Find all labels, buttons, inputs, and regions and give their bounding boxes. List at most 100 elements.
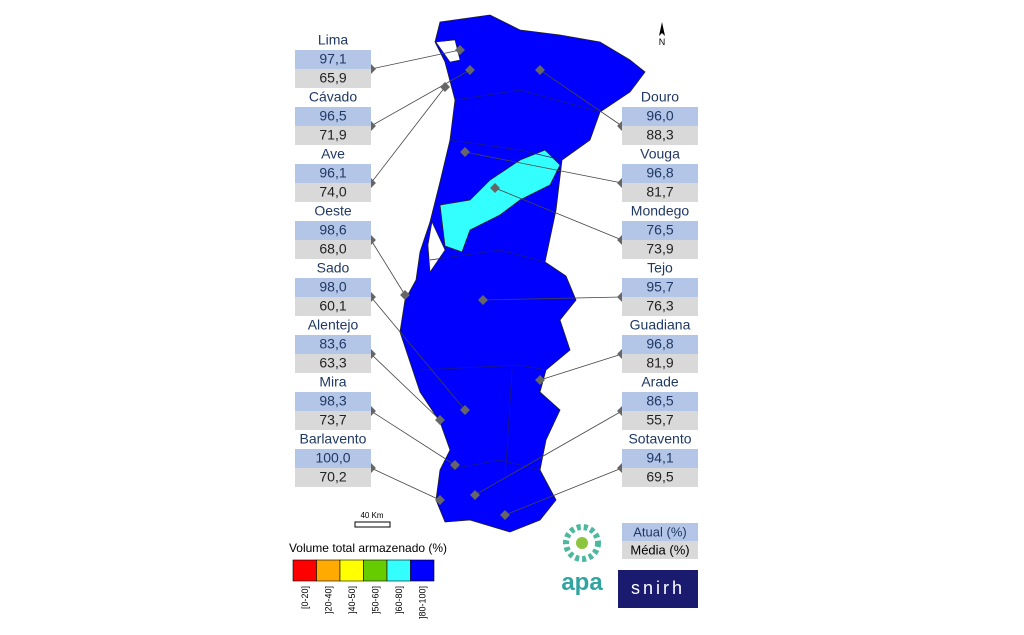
mondego-basin	[439, 149, 561, 253]
basin-box: Alentejo 83,6 63,3	[295, 317, 371, 373]
apa-logo: apa	[561, 524, 603, 596]
basin-name: Barlavento	[300, 431, 367, 447]
current-value: 96,1	[319, 165, 346, 181]
average-value: 81,7	[646, 184, 673, 200]
average-value: 70,2	[319, 469, 346, 485]
scale-label: 40 Km	[360, 511, 383, 520]
average-value: 60,1	[319, 298, 346, 314]
leader-line	[370, 86, 446, 184]
current-value: 95,7	[646, 279, 673, 295]
leader-marker	[535, 65, 545, 75]
legend-swatch	[292, 559, 317, 582]
basin-box: Cávado 96,5 71,9	[295, 89, 371, 145]
current-value: 98,0	[319, 279, 346, 295]
coast-white	[427, 39, 461, 273]
current-bg	[295, 107, 371, 126]
basin-box: Barlavento 100,0 70,2	[295, 431, 371, 487]
legend-label: ]20-40]	[324, 586, 334, 614]
current-bg	[295, 392, 371, 411]
basin-box: Ave 96,1 74,0	[295, 146, 371, 202]
legend-label: ]60-80]	[394, 586, 404, 614]
legend-swatch	[339, 559, 364, 582]
basin-name: Mira	[319, 374, 346, 390]
legend-label: ]80-100]	[418, 586, 428, 619]
basin-box: Sado 98,0 60,1	[295, 260, 371, 316]
legend-swatch	[410, 559, 435, 582]
leader-line	[370, 69, 471, 127]
leader-marker	[490, 183, 500, 193]
average-bg	[295, 183, 371, 202]
average-bg	[295, 240, 371, 259]
basin-box: Sotavento 94,1 69,5	[622, 431, 698, 487]
leader-line	[370, 467, 441, 501]
current-value: 96,5	[319, 108, 346, 124]
average-bg	[295, 126, 371, 145]
average-bg	[622, 411, 698, 430]
average-value: 69,5	[646, 469, 673, 485]
snirh-logo	[618, 570, 698, 608]
leader-marker	[460, 147, 470, 157]
basin-name: Cávado	[309, 89, 357, 105]
leader-line	[464, 151, 623, 184]
current-value: 100,0	[315, 450, 350, 466]
basin-borders	[419, 89, 601, 481]
leader-marker	[450, 460, 460, 470]
average-bg	[295, 411, 371, 430]
basin-box: Douro 96,0 88,3	[622, 89, 698, 145]
average-value: 71,9	[319, 127, 346, 143]
current-value: 94,1	[646, 450, 673, 466]
leader-marker	[435, 415, 445, 425]
current-bg	[622, 278, 698, 297]
compass-arrow	[659, 22, 665, 36]
average-bg	[622, 354, 698, 373]
leader-line	[370, 296, 466, 411]
average-bg	[622, 183, 698, 202]
average-bg	[622, 468, 698, 487]
current-bg	[295, 449, 371, 468]
current-bg	[622, 392, 698, 411]
key-average: Média (%)	[630, 542, 689, 557]
leader-marker	[440, 82, 450, 92]
current-bg	[295, 278, 371, 297]
key-current-bg	[622, 523, 698, 541]
basin-name: Lima	[318, 32, 349, 48]
leader-line	[504, 467, 623, 516]
average-value: 76,3	[646, 298, 673, 314]
average-value: 88,3	[646, 127, 673, 143]
leader-line	[482, 296, 623, 301]
average-bg	[622, 126, 698, 145]
average-bg	[622, 240, 698, 259]
current-bg	[295, 221, 371, 240]
legend-swatch	[386, 559, 411, 582]
average-value: 74,0	[319, 184, 346, 200]
leader-line	[539, 69, 623, 127]
leader-line	[474, 410, 623, 496]
basin-name: Arade	[641, 374, 679, 390]
average-value: 73,7	[319, 412, 346, 428]
average-value: 55,7	[646, 412, 673, 428]
current-value: 98,3	[319, 393, 346, 409]
key-current: Atual (%)	[633, 524, 686, 539]
leader-line	[370, 353, 441, 421]
leader-marker	[535, 375, 545, 385]
current-bg	[622, 449, 698, 468]
basin-box: Guadiana 96,8 81,9	[622, 317, 698, 373]
basin-box: Tejo 95,7 76,3	[622, 260, 698, 316]
current-value: 96,8	[646, 336, 673, 352]
leader-marker	[400, 290, 410, 300]
current-bg	[622, 335, 698, 354]
legend: [0-20]]20-40]]40-50]]50-60]]60-80]]80-10…	[292, 559, 435, 619]
leader-marker	[435, 495, 445, 505]
basin-name: Tejo	[647, 260, 673, 276]
current-value: 98,6	[319, 222, 346, 238]
basin-box: Oeste 98,6 68,0	[295, 203, 371, 259]
basin-name: Alentejo	[308, 317, 359, 333]
current-value: 76,5	[646, 222, 673, 238]
current-value: 86,5	[646, 393, 673, 409]
basin-name: Sotavento	[628, 431, 691, 447]
leader-marker	[470, 490, 480, 500]
average-value: 63,3	[319, 355, 346, 371]
basin-box: Lima 97,1 65,9	[295, 32, 371, 88]
